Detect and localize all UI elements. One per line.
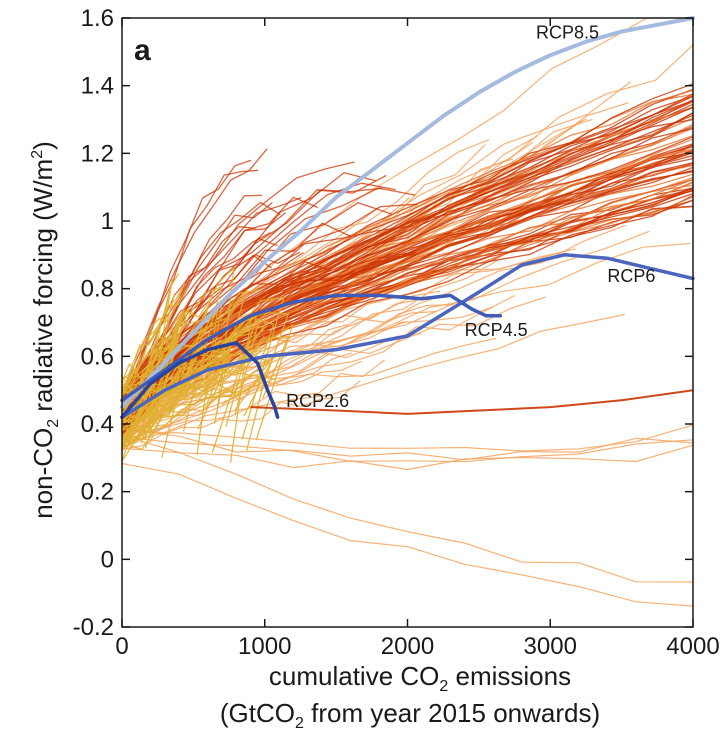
y-axis-title-part: radiative forcing (W/m: [28, 159, 58, 419]
scenario-line: [121, 278, 173, 400]
y-tick-label: 0: [101, 546, 114, 573]
y-tick-label: 0.6: [81, 343, 114, 370]
scenario-line: [121, 352, 223, 413]
scenario-line: [121, 380, 361, 450]
x-axis-subtitle: (GtCO2 from year 2015 onwards): [220, 698, 600, 732]
x-axis-subtitle-sub: 2: [295, 715, 304, 732]
y-tick-label: 1.2: [81, 140, 114, 167]
series-line: [120, 293, 503, 403]
scenario-line: [121, 444, 694, 471]
series-label: RCP2.6: [286, 391, 349, 411]
x-tick-label: 2000: [381, 633, 434, 660]
x-axis-title: cumulative CO2 emissions: [269, 661, 571, 695]
series-line: [120, 253, 695, 419]
axis-tick-labels: 0 1000 2000 3000 4000-0.200.20.40.60.811.21.…: [73, 5, 720, 660]
y-axis-title-sup: 2: [29, 150, 46, 159]
x-tick-label: 4000: [666, 633, 719, 660]
scenario-line: [121, 434, 694, 583]
y-axis-title-part: non-CO: [28, 428, 58, 519]
scenario-line: [121, 335, 290, 413]
x-axis-title-sub: 2: [439, 678, 448, 695]
axis-ticks: [121, 17, 694, 628]
scenario-line: [121, 374, 267, 452]
scenario-line: [121, 309, 184, 440]
y-tick-label: 0.2: [81, 479, 114, 506]
scenario-line: [121, 319, 170, 437]
series-line: [120, 341, 280, 419]
y-tick-label: 0.4: [81, 411, 114, 438]
series-label: RCP8.5: [536, 22, 599, 42]
scenario-line: [121, 230, 650, 444]
scenario-line: [121, 462, 694, 607]
x-tick-label: 0: [115, 633, 128, 660]
y-axis-title-part: ): [28, 141, 58, 150]
y-axis-title-sub: 2: [45, 419, 62, 428]
scenario-line: [121, 260, 498, 450]
scenario-line: [250, 389, 694, 415]
x-tick-label: 3000: [524, 633, 577, 660]
scenario-line: [121, 159, 252, 416]
scenario-line: [121, 288, 188, 404]
y-tick-label: 1.6: [81, 5, 114, 32]
y-axis-title: non-CO2 radiative forcing (W/m2): [28, 141, 62, 519]
x-axis-subtitle-part: from year 2015 onwards): [304, 698, 600, 728]
scenario-line: [121, 242, 691, 419]
scenario-line: [121, 194, 694, 435]
y-tick-label: 1.4: [81, 73, 114, 100]
scenario-line: [121, 95, 694, 416]
panel-label: a: [134, 34, 151, 67]
scenario-line: [121, 428, 694, 461]
scenario-line: [121, 360, 362, 433]
scenario-line: [121, 313, 625, 445]
scenario-line: [121, 267, 235, 415]
scenario-line: [121, 201, 281, 405]
scenario-line: [121, 202, 392, 403]
scenario-line: [121, 356, 274, 436]
scenario-line: [121, 436, 694, 463]
x-axis-title-part: cumulative CO: [269, 661, 440, 691]
rcp-labels: RCP8.5 RCP6 RCP4.5 RCP2.6: [286, 22, 655, 411]
x-axis-title-part: emissions: [448, 661, 571, 691]
x-axis-subtitle-part: (GtCO: [220, 698, 295, 728]
series-label: RCP6: [607, 266, 655, 286]
x-tick-label: 1000: [238, 633, 291, 660]
series-line: [120, 16, 695, 410]
scenario-line: [121, 148, 268, 394]
y-tick-label: 0.8: [81, 276, 114, 303]
rcp-lines: [120, 16, 695, 419]
series-label: RCP4.5: [465, 320, 528, 340]
y-tick-label: 1: [101, 208, 114, 235]
scenario-line: [121, 424, 694, 452]
scenario-lines: [121, 17, 694, 607]
y-tick-label: -0.2: [73, 614, 114, 641]
